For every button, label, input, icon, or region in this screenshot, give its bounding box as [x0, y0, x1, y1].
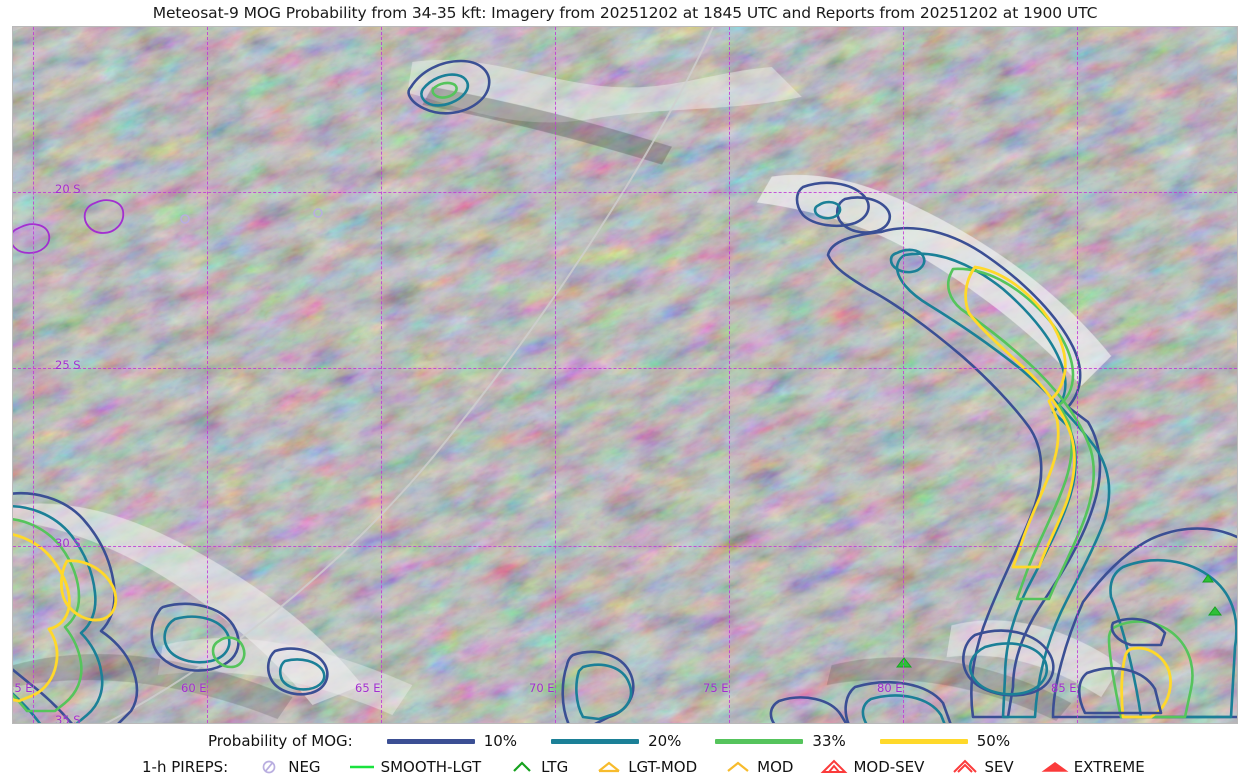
smooth-lgt-line-icon: [347, 758, 377, 776]
extreme-filled-triangle-icon: [1040, 758, 1070, 776]
legend-item-pirep-neg[interactable]: NEG: [254, 758, 321, 776]
legend-item-label: 20%: [648, 732, 682, 750]
legend-item-label: SMOOTH-LGT: [380, 758, 482, 776]
lon-label-60e: 60 E: [181, 681, 207, 695]
legend-item-prob-20[interactable]: 20%: [551, 732, 681, 750]
legend-item-label: SEV: [984, 758, 1014, 776]
mod-chevron-icon: [723, 758, 753, 776]
satellite-imagery: [13, 27, 1237, 723]
lon-label-80e: 80 E: [877, 681, 903, 695]
legend-item-prob-33[interactable]: 33%: [715, 732, 846, 750]
legend-item-label: 50%: [976, 732, 1011, 750]
lgt-mod-chevron-bar-icon: [594, 758, 624, 776]
legend-item-label: 10%: [483, 732, 518, 750]
gridline-horizontal: [13, 723, 1237, 724]
legend-item-label: NEG: [288, 758, 321, 776]
neg-slashed-circle-icon: [254, 758, 284, 776]
legend-item-pirep-smooth-lgt[interactable]: SMOOTH-LGT: [347, 758, 482, 776]
legend-item-pirep-extreme[interactable]: EXTREME: [1040, 758, 1145, 776]
legend-item-pirep-ltg[interactable]: LTG: [507, 758, 568, 776]
legend-item-pirep-lgt-mod[interactable]: LGT-MOD: [594, 758, 697, 776]
mod-sev-chevron-triangle-icon: [819, 758, 849, 776]
legend-item-label: MOD-SEV: [853, 758, 925, 776]
legend-item-prob-10[interactable]: 10%: [386, 732, 518, 750]
legend-item-label: EXTREME: [1073, 758, 1145, 776]
legend-item-label: MOD: [757, 758, 794, 776]
probability-legend-label: Probability of MOG:: [208, 732, 353, 750]
legend: Probability of MOG: 10% 20% 33% 50% 1-h …: [0, 726, 1250, 782]
line-swatch-50-icon: [879, 738, 968, 744]
lat-label-30s: 30 S: [55, 536, 81, 550]
legend-item-pirep-mod-sev[interactable]: MOD-SEV: [819, 758, 924, 776]
line-swatch-20-icon: [551, 738, 640, 744]
lat-label-25s: 25 S: [55, 358, 81, 372]
lon-label-85e: 85 E: [1051, 681, 1077, 695]
lon-label-70e: 70 E: [529, 681, 555, 695]
legend-item-prob-50[interactable]: 50%: [879, 732, 1011, 750]
legend-row-pireps: 1-h PIREPS: NEG SMOOTH-LGT: [0, 754, 1250, 780]
legend-item-label: 33%: [812, 732, 846, 750]
pireps-legend-label: 1-h PIREPS:: [142, 758, 229, 776]
line-swatch-10-icon: [386, 738, 475, 744]
line-swatch-33-icon: [715, 738, 804, 744]
sev-double-chevron-icon: [950, 758, 980, 776]
lat-label-20s: 20 S: [55, 182, 81, 196]
page-title: Meteosat-9 MOG Probability from 34-35 kf…: [152, 4, 1098, 22]
satellite-map-panel[interactable]: 20 S 25 S 30 S 35 S 55 E 60 E 65 E 70 E …: [12, 26, 1238, 724]
lon-label-75e: 75 E: [703, 681, 729, 695]
legend-item-pirep-sev[interactable]: SEV: [950, 758, 1014, 776]
legend-item-label: LTG: [541, 758, 569, 776]
lon-label-65e: 65 E: [355, 681, 381, 695]
lon-label-55e: 55 E: [13, 681, 33, 695]
ltg-chevron-icon: [507, 758, 537, 776]
legend-item-pirep-mod[interactable]: MOD: [723, 758, 793, 776]
lat-label-35s: 35 S: [55, 713, 81, 724]
legend-row-probability: Probability of MOG: 10% 20% 33% 50%: [0, 728, 1250, 754]
legend-item-label: LGT-MOD: [628, 758, 698, 776]
